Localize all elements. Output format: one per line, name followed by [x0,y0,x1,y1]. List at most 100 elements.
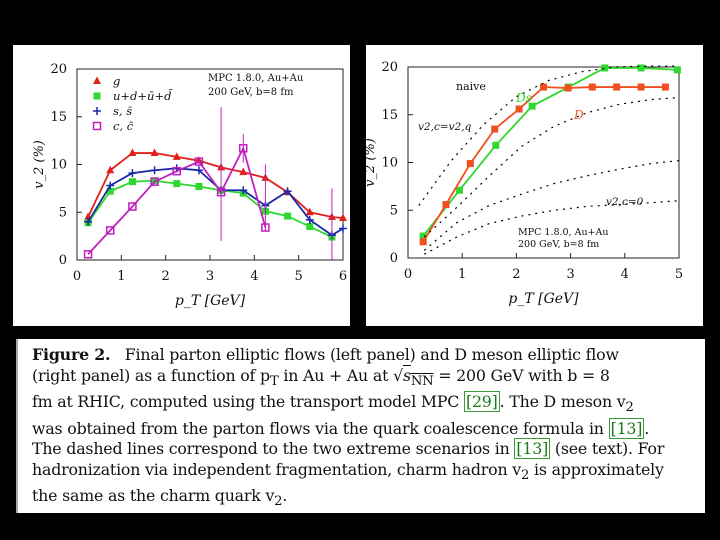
data-point [106,165,115,174]
series-line-D [422,86,666,243]
x-tick-label: 2 [162,269,170,284]
data-point [564,84,572,92]
data-point [128,178,136,186]
x-tick-label: 0 [404,267,412,282]
data-point [306,223,314,231]
x-tick-label: 1 [458,267,466,282]
data-point [305,215,314,224]
caption-line-3a: fm at RHIC, computed using the transport… [32,392,460,412]
y-tick-label: 5 [59,205,67,220]
y-tick-label: 20 [381,60,398,75]
caption-line-6b: is approximately [533,459,664,479]
y-tick-label: 0 [390,251,398,266]
data-point [239,186,248,195]
legend-label: g [113,74,120,88]
x-tick-label: 6 [339,269,347,284]
caption-line-2a: (right panel) as a function of p [32,365,270,385]
data-point [128,202,137,211]
data-point [339,213,347,221]
sub-t: T [269,373,279,389]
data-point [339,224,347,233]
annotation-text: 200 GeV, b=8 fm [208,87,294,98]
data-point [84,217,93,226]
data-point [419,232,427,240]
y-tick-label: 15 [381,108,398,123]
left-panel: 0 1 2 3 4 5 6 0 5 10 15 20 p_T [GeV] v_2 (%) g u+d+ū+d̄… [13,45,350,326]
y-tick-label: 10 [381,156,398,171]
data-point [283,187,292,196]
data-point [528,102,536,110]
label-d: D [573,108,584,122]
label-v2c-0: v2,c=0 [606,196,644,208]
caption-line-6: hadronization via independent fragmentat… [32,459,521,479]
x-tick-label: 3 [566,267,574,282]
caption-line-5a: The dashed lines correspond to the two e… [32,439,510,459]
legend-label: u+d+ū+d̄ [113,89,173,103]
citation-29[interactable]: [29] [463,391,500,413]
data-point [613,83,621,91]
dashed-curve-naive [418,65,679,206]
caption-line-5b: (see text). For [554,439,665,459]
data-point [195,182,203,190]
x-tick-label: 3 [206,269,214,284]
data-point [637,83,645,91]
caption-line-2b: in Au + Au at [283,365,389,385]
series-line-c, c̄ [87,145,267,255]
data-point [466,159,474,167]
dashed-curve-v2,c=v2,q [423,96,680,238]
data-point [588,83,596,91]
legend-label: c, c̄ [113,119,134,133]
sub-2b: 2 [520,467,530,483]
caption-line-7: the same as the charm quark v [32,486,275,506]
y-tick-label: 10 [50,158,67,173]
data-point [150,166,159,175]
dashed-curve-v2,c=0 [423,159,680,251]
dashed-curve-lower-bound [423,200,680,255]
sqrt-symbol: √ [393,365,403,385]
label-v2c-v2q: v2,c=v2,q [418,121,472,133]
x-axis-label: p_T [GeV] [175,293,246,309]
caption-line-3b: . The D meson v [499,392,626,412]
x-tick-label: 1 [117,269,125,284]
label-naive: naive [456,80,486,93]
d-meson-v2-chart: 0 1 2 3 4 5 0 5 10 15 20 p_T [GeV] v_2 (%) naive v2,c=… [363,60,683,307]
data-point [128,169,137,178]
data-point [284,212,292,220]
data-point [661,83,669,91]
data-point [106,187,114,195]
s-symbol: s [402,365,411,385]
data-point [150,177,159,186]
data-point [455,186,463,194]
caption-line-1: Final parton elliptic flows (left panel)… [124,345,619,364]
caption-line-2c: = 200 GeV with b = 8 [438,365,610,385]
x-tick-label: 0 [73,269,81,284]
legend-marker [92,121,102,131]
x-tick-label: 5 [295,269,303,284]
data-point [673,66,681,74]
data-point [106,181,115,190]
x-tick-label: 4 [621,267,629,282]
citation-13b[interactable]: [13] [514,438,551,460]
data-point [637,64,645,72]
legend-marker [93,107,101,115]
y-tick-label: 5 [390,203,398,218]
figure-caption: Figure 2. Final parton elliptic flows (l… [16,339,705,513]
data-point [128,148,137,157]
figure-label: Figure 2. [32,345,111,364]
citation-13a[interactable]: [13] [608,417,645,439]
data-point [540,83,547,91]
y-tick-label: 20 [50,62,67,77]
nn-sub: NN [410,373,434,389]
label-ds: Ds [515,91,532,105]
data-point [442,201,450,209]
data-point [173,180,181,188]
legend-label: s, s̄ [113,104,133,118]
legend-marker [93,76,101,84]
data-point [83,250,93,259]
x-tick-label: 4 [250,269,258,284]
legend-marker [93,92,101,100]
data-point [515,105,523,113]
right-panel: 0 1 2 3 4 5 0 5 10 15 20 p_T [GeV] v_2 (%) naive v2,c=… [363,45,703,326]
data-point [491,125,499,133]
y-axis-label: v_2 (%) [32,140,47,189]
